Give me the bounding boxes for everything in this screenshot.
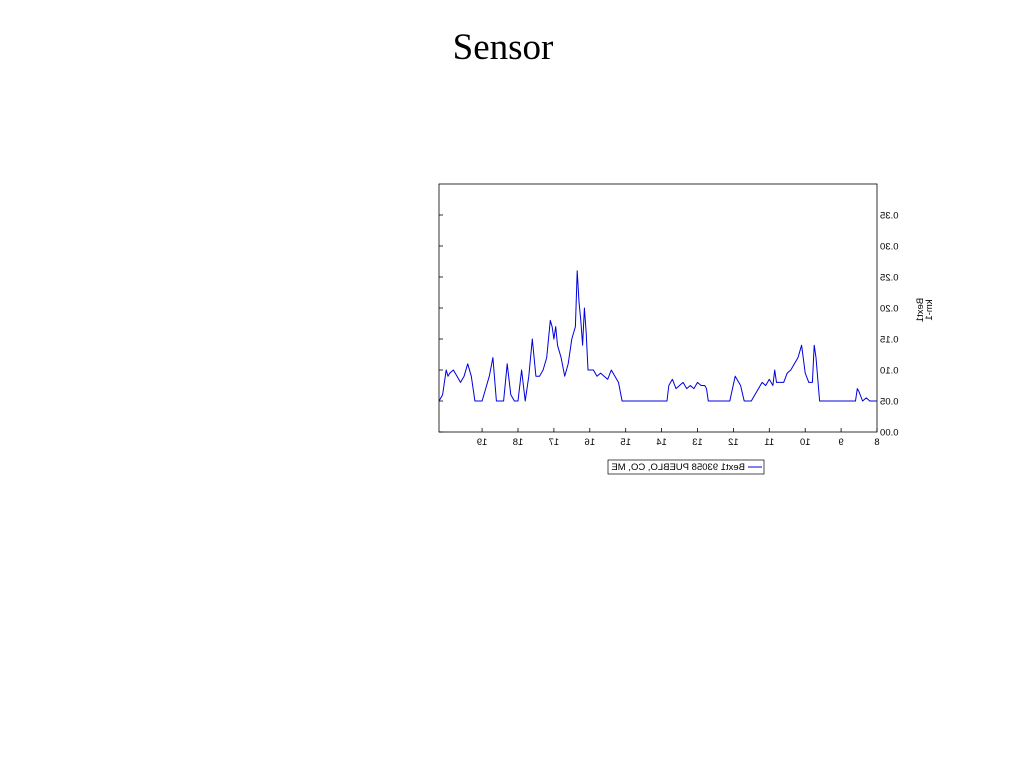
x-tick-label: 18: [513, 437, 524, 448]
y-tick-label: 0.00: [880, 428, 899, 439]
x-tick-label: 10: [800, 437, 811, 448]
y-tick-label: 0.10: [880, 366, 899, 377]
y-tick-label: 0.35: [880, 211, 899, 222]
x-axis: 8 9 10 11 12 13 14 15 16 17 18 19: [477, 428, 880, 448]
y-tick-label: 0.15: [880, 335, 899, 346]
x-tick-label: 9: [838, 437, 843, 448]
legend-series-label: Bext1 93058 PUEBLO, CO, ME: [611, 462, 745, 473]
x-tick-label: 8: [874, 437, 879, 448]
y-tick-label: 0.25: [880, 273, 899, 284]
x-tick-label: 16: [584, 437, 595, 448]
y-axis-label: Bext1 km-1: [915, 298, 935, 322]
y-tick-label: 0.05: [880, 397, 899, 408]
legend-box: [607, 459, 765, 475]
legend: Bext1 93058 PUEBLO, CO, ME: [607, 459, 765, 475]
x-tick-label: 19: [477, 437, 488, 448]
x-tick-label: 12: [728, 437, 739, 448]
y-tick-label: 0.20: [880, 304, 899, 315]
x-tick-label: 13: [692, 437, 703, 448]
slide-title: Sensor: [452, 27, 554, 68]
y-tick-label: 0.30: [880, 242, 899, 253]
x-tick-label: 15: [620, 437, 631, 448]
series-line: [438, 270, 877, 402]
x-tick-label: 17: [549, 437, 560, 448]
series-layer: [438, 270, 877, 402]
x-tick-label: 14: [656, 437, 667, 448]
y-axis-label-line-1: Bext1: [915, 298, 926, 322]
y-axis-label-line-2: km-1: [924, 299, 935, 320]
x-tick-label: 11: [764, 437, 774, 448]
y-axis: 0.00 0.05 0.10 0.15 0.20 0.25 0.30 0.35: [439, 211, 899, 439]
